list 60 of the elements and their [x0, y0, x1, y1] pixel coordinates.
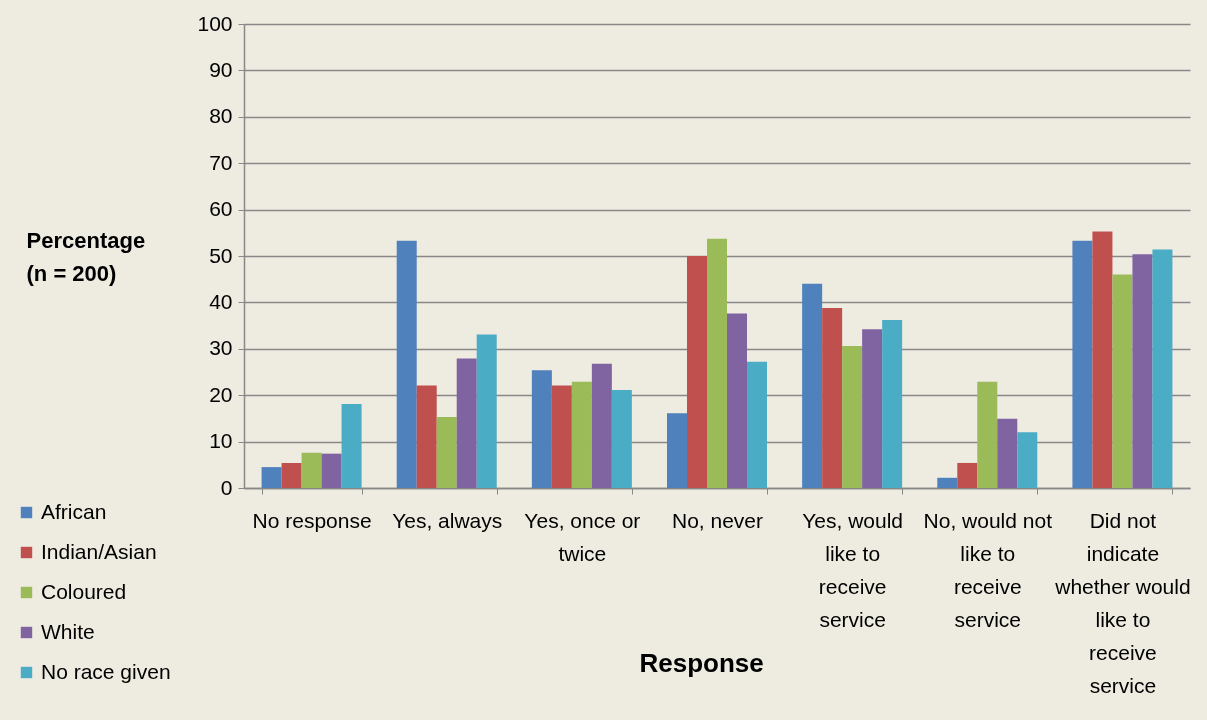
bar: [436, 417, 457, 488]
bar: [261, 467, 282, 488]
x-tick-label: Yes, would like to receive service: [802, 508, 904, 631]
y-tick-label: 50: [209, 243, 233, 267]
bar: [281, 462, 302, 488]
bar: [937, 477, 958, 488]
bar: [1017, 432, 1038, 488]
y-tick-label: 70: [209, 150, 233, 174]
legend-label: No race given: [41, 659, 171, 683]
bar: [571, 381, 592, 488]
bar: [476, 334, 497, 488]
legend-label: Indian/Asian: [41, 539, 157, 563]
y-tick-label: 80: [209, 104, 233, 128]
legend-label: Coloured: [41, 579, 127, 603]
bar: [842, 346, 863, 488]
bar: [396, 240, 417, 488]
bar: [997, 418, 1018, 488]
bar: [747, 361, 767, 488]
legend-label: African: [41, 499, 107, 523]
bar: [1152, 249, 1173, 488]
y-tick-label: 10: [209, 429, 233, 453]
y-tick-label: 40: [209, 289, 233, 313]
bar: [321, 453, 342, 488]
x-axis-title: Response: [639, 647, 764, 678]
x-tick-label: No, would not like to receive service: [923, 508, 1053, 631]
bar: [416, 385, 437, 488]
bar: [611, 390, 632, 488]
y-tick-label: 90: [209, 57, 233, 81]
bar: [667, 413, 687, 488]
bar: [977, 381, 998, 488]
bar: [551, 385, 572, 488]
bar: [862, 329, 883, 488]
y-tick-label: 30: [209, 336, 233, 360]
y-tick-label: 60: [209, 197, 233, 221]
bar: [1132, 254, 1153, 488]
bar: [727, 313, 747, 488]
bar: [882, 320, 903, 488]
y-tick-label: 0: [220, 475, 233, 499]
bar: [1072, 240, 1093, 488]
x-tick-label: Yes, once or twice: [524, 508, 641, 565]
y-tick-label: 100: [197, 11, 233, 35]
bar: [1112, 274, 1133, 488]
x-tick-label: No response: [252, 508, 372, 532]
bar: [687, 256, 707, 488]
bar: [957, 462, 978, 488]
bar: [591, 363, 612, 488]
x-tick-label: Yes, always: [392, 508, 503, 532]
bar: [301, 452, 322, 488]
x-tick-label: No, never: [671, 508, 764, 532]
bar: [341, 404, 362, 488]
x-tick-label: Did not indicate whether would like to receive service: [1054, 508, 1191, 697]
bar: [456, 358, 477, 488]
bar: [531, 370, 552, 488]
legend-label: White: [41, 619, 95, 643]
bar: [822, 307, 843, 488]
bar: [707, 238, 727, 488]
y-tick-label: 20: [209, 382, 233, 406]
y-axis-title: Percentage (n = 200): [26, 227, 146, 286]
bar: [1092, 231, 1113, 488]
bar: [802, 283, 823, 488]
